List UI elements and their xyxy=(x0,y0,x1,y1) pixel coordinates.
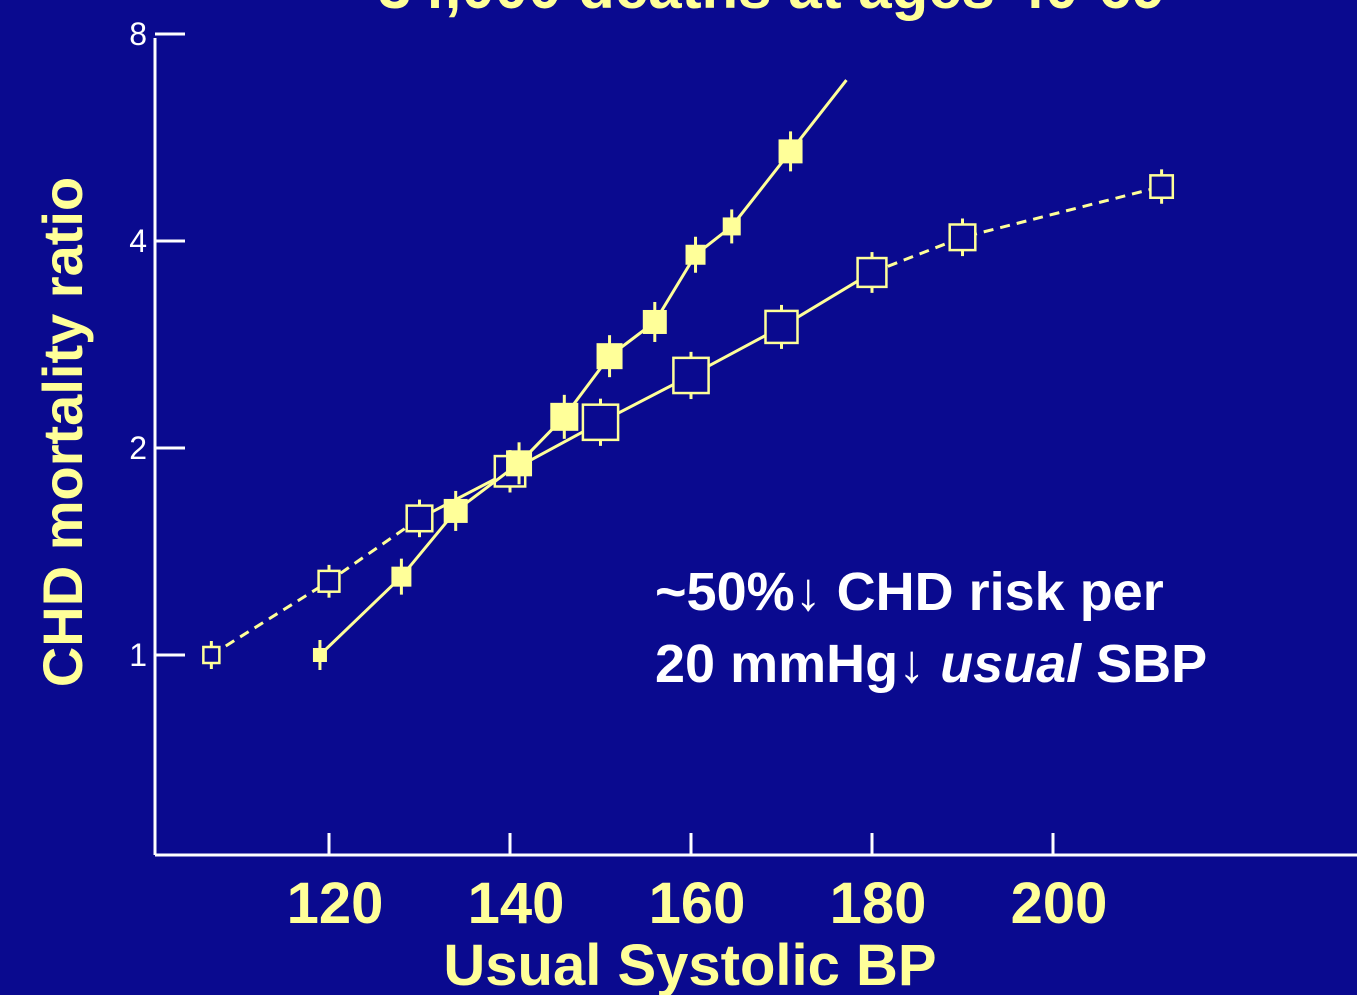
annotation-line-2-suffix: SBP xyxy=(1081,634,1207,694)
filled-point-9 xyxy=(722,217,741,236)
y-tick-label-4: 4 xyxy=(129,223,147,259)
filled-point-1 xyxy=(312,648,327,662)
series-filled-line xyxy=(317,79,848,658)
y-axis-label: CHD mortality ratio xyxy=(31,177,94,687)
filled-point-7 xyxy=(642,309,667,334)
y-tick-label-1: 1 xyxy=(129,637,147,673)
annotation-line-1: ~50%↓ CHD risk per xyxy=(655,562,1164,622)
open-point-10 xyxy=(1149,174,1175,200)
open-point-3 xyxy=(405,504,434,533)
open-point-8 xyxy=(856,256,888,289)
chart-title: 34,000 deaths at ages 40-69 xyxy=(378,0,1165,21)
series-open-dashed-low xyxy=(210,517,421,657)
filled-point-2 xyxy=(391,566,412,587)
filled-point-8 xyxy=(685,244,706,265)
series-open-solid xyxy=(418,271,873,520)
x-tick-label-200: 200 xyxy=(1011,871,1108,936)
annotation-line-2: 20 mmHg↓ usual SBP xyxy=(655,634,1207,694)
x-tick-label-180: 180 xyxy=(830,871,927,936)
open-point-9 xyxy=(948,223,977,252)
filled-point-3 xyxy=(443,498,468,523)
filled-point-6 xyxy=(596,343,623,370)
y-tick-label-2: 2 xyxy=(129,430,147,466)
plot-area: 1 2 4 8 120 140 160 180 200 xyxy=(129,16,1357,936)
open-point-1 xyxy=(202,645,221,665)
y-tick-label-8: 8 xyxy=(129,16,147,52)
open-point-2 xyxy=(317,569,341,593)
filled-point-10 xyxy=(778,139,803,164)
open-point-5 xyxy=(581,403,620,442)
annotation-line-2-italic: usual xyxy=(940,634,1082,694)
x-tick-label-160: 160 xyxy=(649,871,746,936)
series-open-dashed-high xyxy=(871,185,1162,274)
x-axis-label: Usual Systolic BP xyxy=(443,933,936,995)
x-tick-label-140: 140 xyxy=(468,871,565,936)
open-point-7 xyxy=(764,309,799,345)
filled-point-5 xyxy=(550,402,579,431)
x-tick-label-120: 120 xyxy=(287,871,384,936)
annotation-line-2-prefix: 20 mmHg↓ xyxy=(655,634,940,694)
open-point-6 xyxy=(672,356,710,395)
filled-point-4 xyxy=(506,450,533,477)
